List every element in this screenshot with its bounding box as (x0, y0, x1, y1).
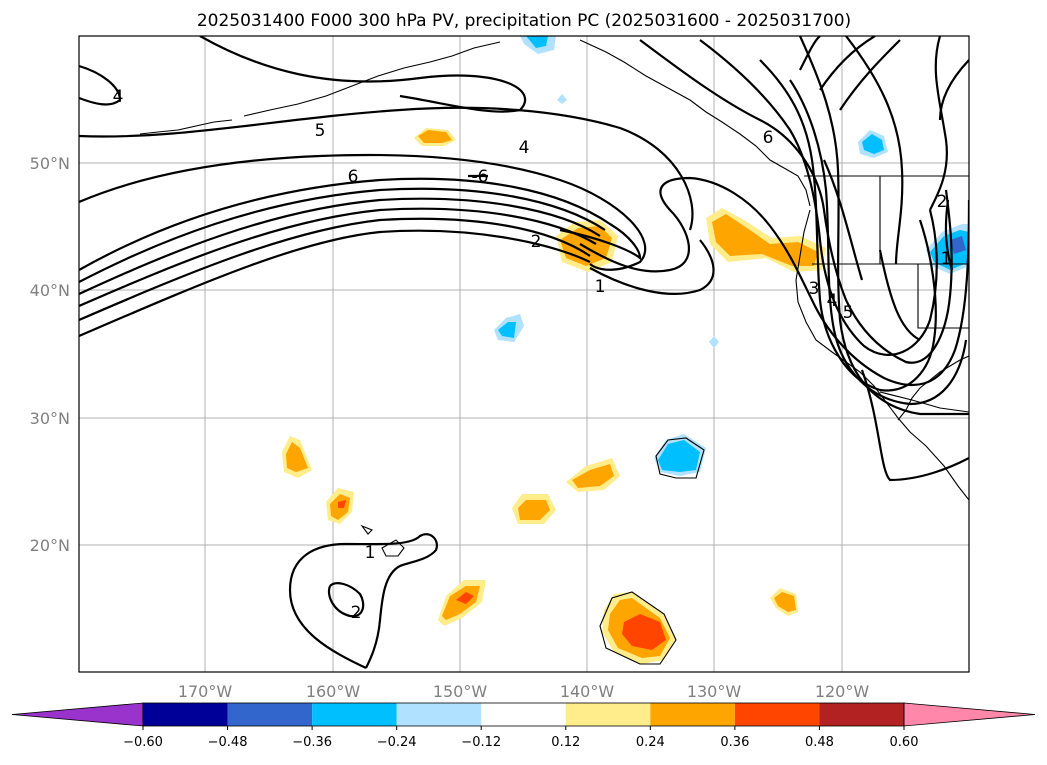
contour-label: 1 (941, 249, 952, 269)
contour-label: 6 (348, 167, 359, 187)
colorbar-swatch (650, 703, 735, 726)
colorbar-swatch (819, 703, 904, 726)
precip-blob (712, 214, 818, 266)
lat-tick-label: 40°N (30, 281, 70, 300)
colorbar-label: −0.48 (208, 735, 248, 750)
contour-label: 6 (763, 128, 774, 148)
lon-tick-label: 170°W (178, 682, 233, 701)
precip-blob (518, 500, 550, 520)
colorbar-swatch (312, 703, 397, 726)
lon-tick-labels: 170°W 160°W 150°W 140°W 130°W 120°W (178, 682, 870, 701)
colorbar-swatch (143, 703, 228, 726)
colorbar-label: 0.24 (636, 735, 665, 750)
contour-label: 4 (827, 291, 838, 311)
colorbar-label: −0.36 (292, 735, 332, 750)
precip-blob (862, 134, 884, 154)
precip-blob (658, 440, 700, 472)
contour-label: 2 (351, 603, 362, 623)
lon-tick-label: 120°W (815, 682, 870, 701)
contour-label: 1 (365, 543, 376, 563)
precip-blob (622, 614, 666, 650)
colorbar-label: 0.36 (720, 735, 749, 750)
colorbar-extend-high (903, 702, 1036, 727)
precip-blob (498, 322, 516, 338)
precip-blob (338, 500, 346, 508)
contour-label: -6 (472, 167, 489, 187)
contour-label: 2 (531, 232, 542, 252)
colorbar-swatch (481, 703, 566, 726)
contour-label: 4 (113, 87, 124, 107)
contour-label: 1 (595, 277, 606, 297)
colorbar-swatch (396, 703, 482, 726)
colorbar-swatch (734, 703, 820, 726)
colorbar-label: −0.60 (123, 735, 163, 750)
contour-label: 2 (937, 192, 948, 212)
precip-blob (774, 592, 796, 612)
colorbar-label: 0.12 (551, 735, 580, 750)
colorbar-outline (142, 702, 905, 727)
lat-tick-label: 50°N (30, 154, 70, 173)
precip-blob (709, 336, 719, 348)
colorbar: −0.60 −0.48 −0.36 −0.24 −0.12 0.12 0.24 0.36 0.4… (11, 702, 1036, 750)
colorbar-extend-low (11, 702, 144, 727)
precip-blob (418, 130, 452, 143)
colorbar-swatch (227, 703, 313, 726)
precip-blob (526, 36, 548, 48)
colorbar-label: −0.12 (461, 735, 501, 750)
lat-tick-label: 30°N (30, 409, 70, 428)
precip-blob (557, 94, 567, 104)
map-title: 2025031400 F000 300 hPa PV, precipitatio… (197, 11, 851, 31)
colorbar-label: −0.24 (377, 735, 417, 750)
lon-tick-label: 130°W (687, 682, 742, 701)
colorbar-label: 0.60 (890, 735, 919, 750)
contour-label: 5 (843, 303, 854, 323)
lon-tick-label: 160°W (306, 682, 361, 701)
lon-tick-label: 150°W (433, 682, 488, 701)
colorbar-label: 0.48 (805, 735, 834, 750)
contour-labels: 4 5 4 6 -6 2 1 6 2 1 3 4 5 1 2 (113, 87, 952, 623)
pv-contours (79, 36, 969, 669)
colorbar-swatch (565, 703, 651, 726)
precip-blob (950, 236, 966, 254)
lon-tick-label: 140°W (560, 682, 615, 701)
precip-blob (456, 592, 474, 604)
lat-tick-labels: 50°N 40°N 30°N 20°N (30, 154, 70, 555)
contour-label: 3 (809, 279, 820, 299)
contour-label: 4 (519, 138, 530, 158)
contour-label: 5 (315, 121, 326, 141)
lat-tick-label: 20°N (30, 536, 70, 555)
precip-blob (572, 464, 614, 488)
map-panel: 4 5 4 6 -6 2 1 6 2 1 3 4 5 1 2 (78, 35, 970, 673)
precip-blob (286, 442, 308, 472)
